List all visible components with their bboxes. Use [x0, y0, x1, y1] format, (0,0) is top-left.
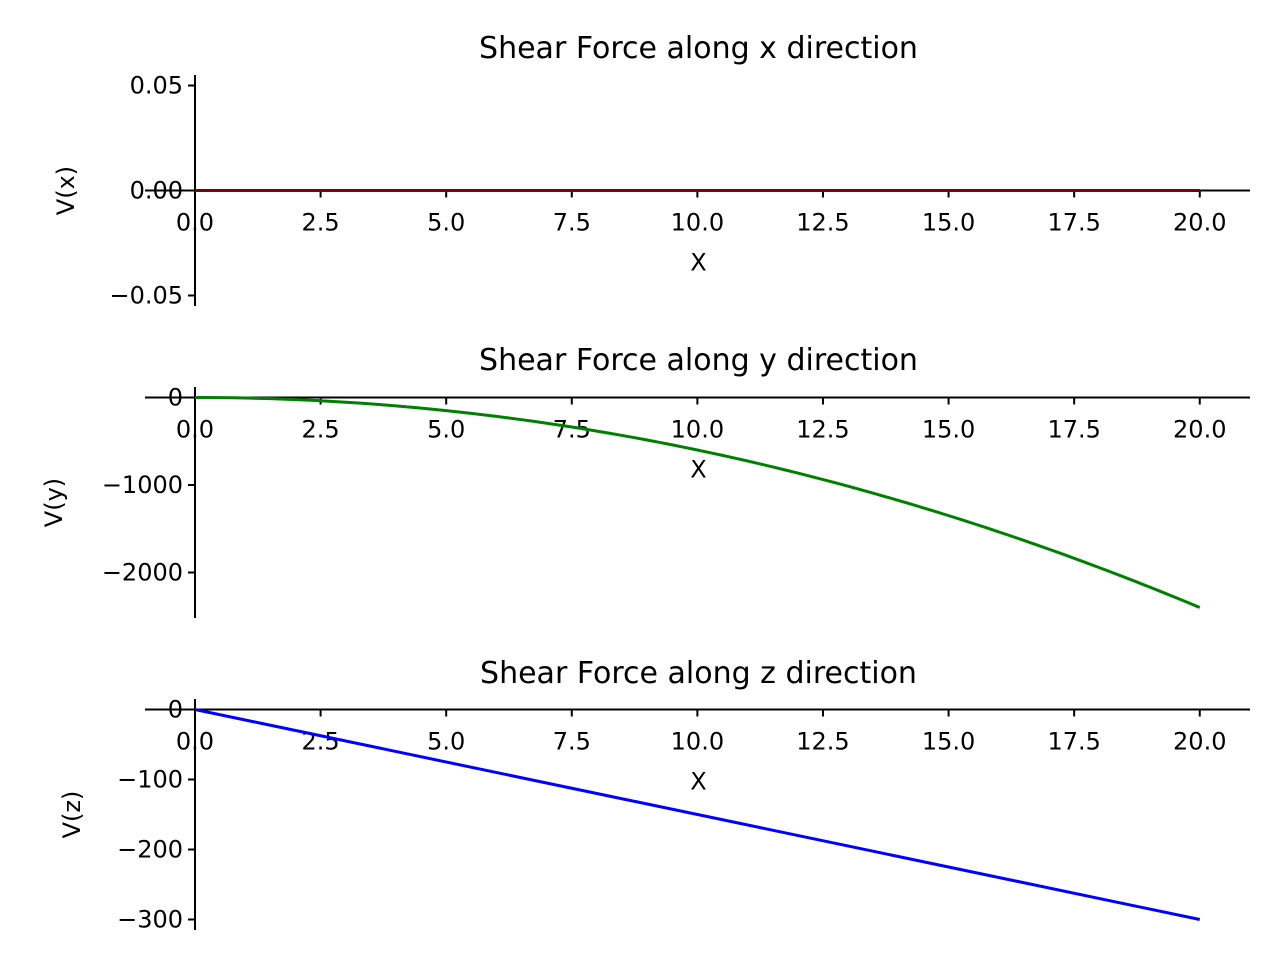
x-tick-label: 15.0: [922, 728, 975, 756]
y-tick-label: −1000: [102, 471, 183, 499]
x-tick-label: 17.5: [1047, 209, 1100, 237]
x-tick-label: 5.0: [427, 416, 465, 444]
chart-title: Shear Force along y direction: [479, 343, 918, 378]
y-tick-label: 0.05: [130, 72, 183, 100]
chart-panel-1: Shear Force along x direction 0.0 2.5 5.0 7.…: [52, 31, 1250, 310]
x-axis-label: X: [690, 456, 706, 484]
x-tick-label: 0.0: [176, 728, 214, 756]
y-tick-label: −0.05: [109, 282, 183, 310]
y-tick-label: −300: [117, 906, 183, 934]
chart-title: Shear Force along z direction: [480, 656, 917, 691]
series-line-1: [194, 396, 1201, 609]
x-tick-label: 7.5: [553, 728, 591, 756]
y-tick-label: 0: [168, 696, 183, 724]
x-tick-label: 10.0: [671, 416, 724, 444]
y-tick-label: 0: [168, 384, 183, 412]
x-tick-label: 20.0: [1173, 728, 1226, 756]
x-tick-label: 0.0: [176, 416, 214, 444]
x-tick-label: 7.5: [553, 209, 591, 237]
x-tick-label: 15.0: [922, 416, 975, 444]
x-tick-label: 0.0: [176, 209, 214, 237]
x-tick-label: 12.5: [796, 209, 849, 237]
y-axis-label: V(y): [40, 478, 68, 527]
x-tick-label: 2.5: [302, 209, 340, 237]
x-tick-label: 12.5: [796, 728, 849, 756]
x-tick-label: 10.0: [671, 209, 724, 237]
x-tick-label: 5.0: [427, 728, 465, 756]
x-tick-label: 17.5: [1047, 416, 1100, 444]
chart-title: Shear Force along x direction: [479, 31, 918, 66]
x-tick-label: 20.0: [1173, 416, 1226, 444]
y-tick-label: 0.00: [130, 177, 183, 205]
x-tick-label: 15.0: [922, 209, 975, 237]
x-tick-label: 5.0: [427, 209, 465, 237]
x-tick-label: 2.5: [302, 416, 340, 444]
series-line-1: [194, 708, 1201, 921]
y-axis-label: V(z): [58, 791, 86, 839]
y-axis-label: V(x): [52, 166, 80, 215]
x-tick-label: 20.0: [1173, 209, 1226, 237]
x-axis-label: X: [690, 249, 706, 277]
y-tick-label: −100: [117, 766, 183, 794]
y-tick-label: −2000: [102, 559, 183, 587]
x-tick-label: 10.0: [671, 728, 724, 756]
x-axis-label: X: [690, 768, 706, 796]
y-tick-label: −200: [117, 836, 183, 864]
x-tick-label: 12.5: [796, 416, 849, 444]
x-tick-label: 17.5: [1047, 728, 1100, 756]
